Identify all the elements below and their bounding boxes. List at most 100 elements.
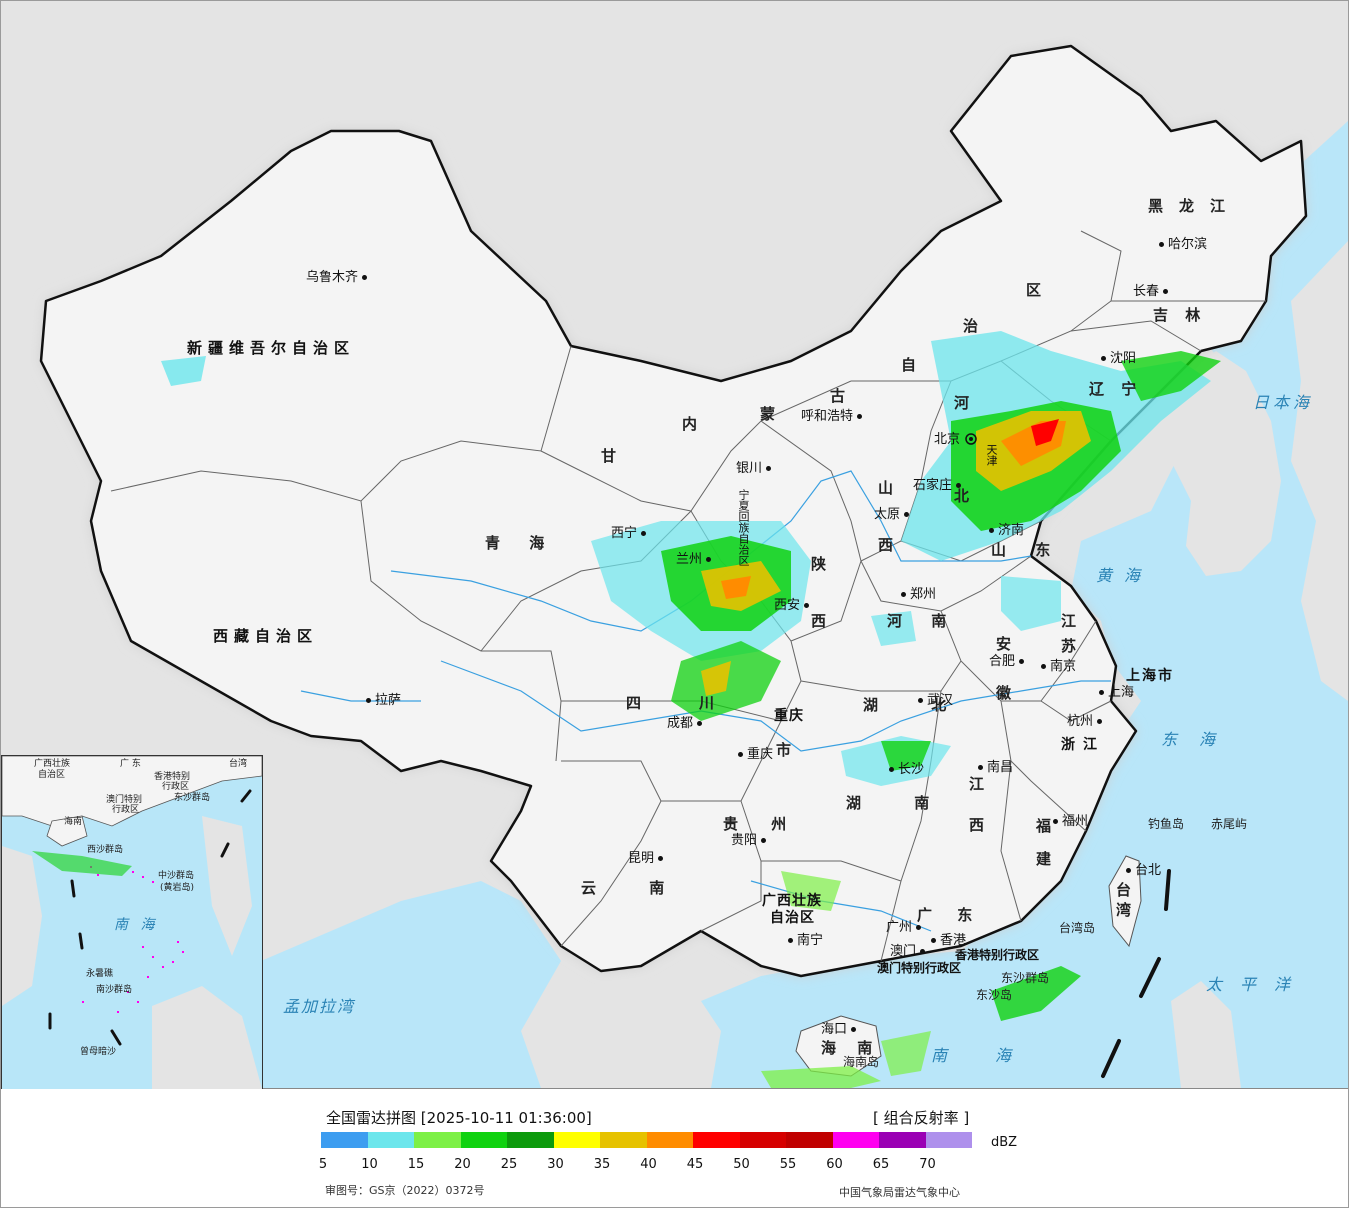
province-label-hebei-1: 河 — [954, 394, 982, 412]
city-guiyang: 贵阳 — [731, 834, 766, 847]
legend-tick-label: 55 — [779, 1157, 797, 1172]
sea-label-bengal: 孟加拉湾 — [283, 997, 356, 1016]
legend-title: 全国雷达拼图 [2025-10-11 01:36:00] — [326, 1109, 592, 1127]
city-hohhot: 呼和浩特 — [801, 410, 862, 423]
legend-tick-label: 5 — [318, 1157, 328, 1172]
legend-tick-label: 40 — [640, 1157, 657, 1172]
province-label-sichuan-1: 四 — [626, 694, 654, 712]
inset-label-guangxi-2: 自治区 — [38, 770, 66, 780]
province-label-xinjiang: 新疆维吾尔自治区 — [187, 339, 356, 357]
city-taiyuan: 太原 — [874, 508, 909, 521]
legend-tick-label: 65 — [872, 1157, 890, 1172]
hainan-land — [795, 1015, 882, 1077]
city-changchun: 长春 — [1133, 285, 1168, 298]
legend-swatch — [367, 1132, 414, 1148]
province-label-shanxi-2: 西 — [878, 536, 906, 554]
province-label-tianjin: 天津 — [985, 444, 998, 466]
island-label-taiwan: 台湾岛 — [1059, 921, 1096, 935]
city-guangzhou: 广州 — [886, 921, 921, 934]
inset-canvas — [2, 756, 262, 1089]
province-label-henan: 河 南 — [887, 612, 959, 630]
province-label-jiangxi-1: 江 — [969, 775, 997, 793]
island-label-chiwei: 赤尾屿 — [1211, 817, 1248, 831]
city-urumqi: 乌鲁木齐 — [306, 271, 367, 284]
philippines-land — [1171, 981, 1241, 1088]
city-shenyang: 沈阳 — [1101, 352, 1136, 365]
maritime-boundary-dashes — [1101, 869, 1171, 1078]
province-label-xizang: 西藏自治区 — [213, 627, 319, 645]
legend-swatch — [879, 1132, 926, 1148]
inset-label-macao-2: 行政区 — [112, 805, 140, 815]
sea-label-yellow: 黄海 — [1096, 566, 1153, 585]
province-label-anhui-1: 安 — [996, 635, 1024, 653]
province-label-shandong: 山 东 — [991, 541, 1063, 559]
legend-swatch — [693, 1132, 740, 1148]
city-hongkong: 香港 — [931, 934, 966, 947]
province-label-neimenggu-6: 区 — [1026, 281, 1054, 299]
province-label-yunnan: 云 南 — [581, 879, 689, 897]
legend-color-bar — [321, 1132, 972, 1148]
south-china-sea-inset: 广西壮族 自治区 广 东 台湾 香港特别 行政区 澳门特别 行政区 东沙群岛 海… — [1, 755, 263, 1090]
province-label-chongqing-2: 市 — [776, 741, 804, 759]
legend-swatch — [460, 1132, 507, 1148]
inset-label-guangxi: 广西壮族 — [34, 759, 71, 769]
province-label-shaanxi-2: 西 — [811, 612, 839, 630]
city-shanghai: 上海 — [1099, 686, 1134, 699]
province-label-hk-sar: 香港特别行政区 — [955, 948, 1040, 962]
province-label-guangxi-2: 自治区 — [770, 910, 815, 926]
legend-tick-row: 5 10 15 20 25 30 35 40 45 50 55 60 65 70 — [318, 1157, 1021, 1173]
legend-tick-label: 35 — [593, 1157, 611, 1172]
legend-tick-label: 45 — [686, 1157, 704, 1172]
city-nanchang: 南昌 — [978, 761, 1013, 774]
inset-label-yongshu: 永暑礁 — [86, 969, 114, 979]
japan-land — [1291, 241, 1348, 701]
province-label-shanghai: 上海市 — [1126, 668, 1174, 684]
legend-tick-label: 70 — [919, 1157, 936, 1172]
city-wuhan: 武汉 — [918, 694, 953, 707]
city-kunming: 昆明 — [628, 852, 663, 865]
legend-tick-label: 50 — [733, 1157, 750, 1172]
city-lanzhou: 兰州 — [676, 553, 711, 566]
radar-map: 新疆维吾尔自治区 西藏自治区 青 海 甘 内 蒙 古 自 治 区 黑龙江 吉 林… — [1, 1, 1348, 1090]
city-jinan: 济南 — [989, 524, 1024, 537]
province-label-shaanxi-1: 陕 — [811, 555, 839, 573]
island-label-hainan: 海南岛 — [843, 1055, 880, 1069]
island-label-diaoyu: 钓鱼岛 — [1148, 817, 1185, 831]
province-label-macao-sar: 澳门特别行政区 — [877, 961, 962, 975]
city-lhasa: 拉萨 — [366, 694, 401, 707]
province-label-neimenggu-2: 蒙 — [760, 405, 788, 423]
province-label-fujian-1: 福 — [1036, 817, 1064, 835]
ocean-east — [701, 121, 1348, 1088]
inset-label-huangyan: (黄岩岛) — [160, 883, 195, 893]
province-label-hainan: 海 南 — [821, 1039, 881, 1057]
legend-panel: 全国雷达拼图 [2025-10-11 01:36:00] [ 组合反射率 ] d… — [1, 1089, 1348, 1207]
legend-swatch — [646, 1132, 693, 1148]
province-label-chongqing-1: 重庆 — [774, 708, 804, 724]
province-label-jilin: 吉 林 — [1153, 306, 1207, 324]
inset-label-taiwan: 台湾 — [229, 759, 248, 769]
city-haikou: 海口 — [821, 1023, 856, 1036]
city-beijing: 北京 — [934, 432, 961, 447]
city-nanjing: 南京 — [1041, 660, 1076, 673]
city-xining: 西宁 — [611, 527, 646, 540]
legend-tick-label: 20 — [454, 1157, 471, 1172]
province-label-neimenggu-3: 古 — [830, 387, 858, 405]
province-label-hunan: 湖 南 — [846, 794, 954, 812]
island-label-dongsha-qundao: 东沙群岛 — [1001, 971, 1050, 985]
city-changsha: 长沙 — [889, 763, 924, 776]
legend-swatch — [832, 1132, 879, 1148]
province-label-ningxia: 宁夏回族自治区 — [737, 489, 750, 566]
inset-label-zhongsha: 中沙群岛 — [158, 871, 195, 881]
inset-label-macao: 澳门特别 — [106, 795, 143, 805]
city-yinchuan: 银川 — [736, 462, 771, 475]
inset-label-dongsha: 东沙群岛 — [174, 793, 211, 803]
province-label-sichuan-2: 川 — [699, 694, 727, 712]
province-label-anhui-2: 徽 — [996, 684, 1024, 702]
legend-tick-label: 10 — [361, 1157, 378, 1172]
legend-product-label: [ 组合反射率 ] — [873, 1109, 970, 1127]
province-label-guangdong: 广 东 — [917, 906, 983, 924]
city-hefei: 合肥 — [989, 655, 1024, 668]
province-label-fujian-2: 建 — [1036, 850, 1064, 868]
legend-swatch — [786, 1132, 833, 1148]
beijing-capital-marker — [965, 433, 977, 445]
